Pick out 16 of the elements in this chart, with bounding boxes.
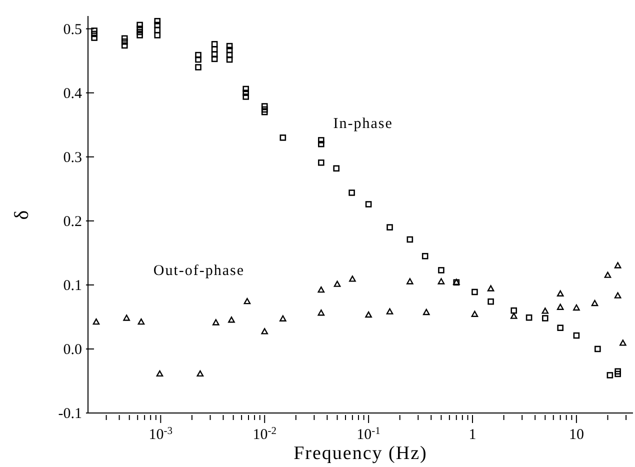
y-tick-label: 0.5 (63, 22, 82, 38)
y-tick-label: 0.1 (63, 278, 82, 294)
y-tick-label: 0.0 (63, 342, 82, 358)
series-label: In-phase (333, 115, 393, 134)
y-tick-label: 0.4 (63, 86, 82, 102)
y-tick-label: -0.1 (58, 406, 82, 422)
x-tick-label: 10$^{-1}$ (356, 426, 380, 443)
x-tick-label: 10 (568, 427, 584, 443)
x-tick-label: 10$^{-3}$ (148, 426, 173, 443)
x-axis-title: Frequency (Hz) (292, 443, 428, 465)
y-tick-label: 0.2 (63, 214, 82, 230)
series-label: Out-of-phase (153, 262, 245, 280)
x-tick-label: 1 (468, 427, 476, 443)
x-tick-label: 10$^{-2}$ (252, 426, 276, 443)
y-tick-label: 0.3 (63, 150, 82, 166)
y-axis-title: δ (10, 209, 34, 222)
